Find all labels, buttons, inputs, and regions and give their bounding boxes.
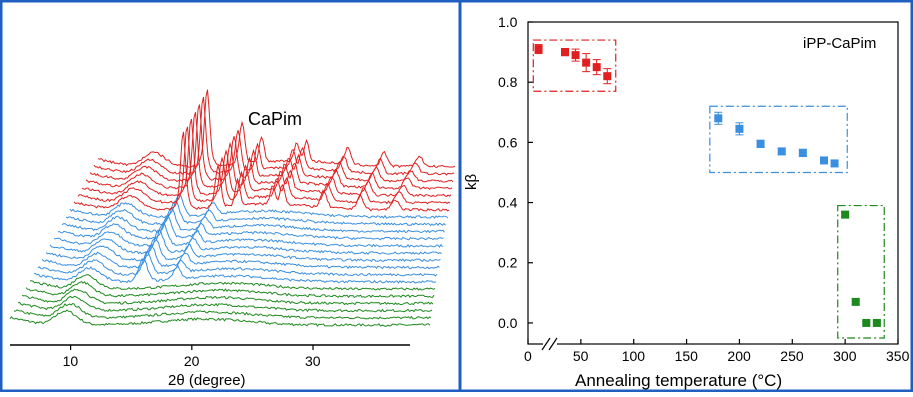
kbeta-plot-frame bbox=[527, 21, 899, 345]
xrd-pattern-line bbox=[77, 126, 451, 205]
xrd-pattern-line bbox=[85, 112, 453, 190]
kbeta-group-boxes bbox=[532, 39, 885, 339]
xrd-pattern-line bbox=[21, 288, 434, 306]
kbeta-x-tick-label: 0 bbox=[524, 348, 532, 364]
xrd-pattern-line bbox=[69, 194, 449, 219]
kbeta-group-box bbox=[837, 204, 885, 339]
kbeta-point bbox=[756, 139, 765, 148]
xrd-pattern-line bbox=[93, 96, 455, 176]
xrd-x-tick-label: 30 bbox=[305, 353, 321, 369]
kbeta-ticks: 0 50 100 150 200 250 300 350 0.0 0.2 0.4 0.6 0.8 1.0 bbox=[498, 14, 910, 364]
xrd-pattern-line bbox=[37, 251, 438, 277]
kbeta-x-tick-label: 150 bbox=[675, 348, 699, 364]
xrd-pattern-line bbox=[81, 118, 452, 198]
kbeta-x-tick-label: 100 bbox=[622, 348, 646, 364]
xrd-x-axis-label: 2θ (degree) bbox=[168, 372, 246, 389]
xrd-pattern-line bbox=[9, 309, 431, 327]
kbeta-y-tick-label: 0.4 bbox=[498, 195, 518, 211]
xrd-panel-title: CaPim bbox=[248, 109, 302, 129]
kbeta-x-tick-label: 250 bbox=[780, 348, 804, 364]
kbeta-point bbox=[534, 45, 543, 54]
kbeta-point bbox=[841, 210, 850, 219]
kbeta-point bbox=[571, 51, 580, 60]
kbeta-panel: 0 50 100 150 200 250 300 3500.00.20.40.60.81.0 … bbox=[463, 14, 910, 390]
xrd-pattern-line bbox=[65, 200, 446, 227]
kbeta-point bbox=[820, 156, 828, 165]
xrd-pattern-line bbox=[53, 223, 443, 248]
xrd-pattern-line bbox=[73, 131, 450, 212]
xrd-pattern-line bbox=[45, 237, 441, 263]
kbeta-point bbox=[561, 48, 569, 57]
xrd-series-group bbox=[9, 89, 456, 327]
kbeta-y-axis-label: kβ bbox=[463, 174, 480, 191]
xrd-pattern-line bbox=[25, 280, 435, 299]
xrd-pattern-line bbox=[17, 295, 433, 313]
kbeta-group-box bbox=[709, 105, 848, 174]
kbeta-point bbox=[582, 58, 591, 67]
xrd-pattern-line bbox=[57, 215, 444, 241]
kbeta-point bbox=[830, 159, 839, 168]
kbeta-point bbox=[603, 72, 612, 81]
kbeta-x-tick-label: 50 bbox=[573, 348, 589, 364]
kbeta-x-tick-label: 300 bbox=[833, 348, 857, 364]
kbeta-point bbox=[862, 318, 871, 327]
kbeta-y-tick-label: 0.8 bbox=[498, 74, 518, 90]
xrd-pattern-line bbox=[61, 207, 445, 234]
kbeta-y-tick-label: 1.0 bbox=[498, 14, 518, 30]
kbeta-point bbox=[851, 297, 860, 306]
xrd-pattern-line bbox=[13, 303, 432, 320]
xrd-panel: 10 20 30 CaPim 2θ (degree) bbox=[9, 89, 456, 389]
xrd-x-tick-label: 20 bbox=[184, 353, 200, 369]
xrd-x-ticks: 10 20 30 bbox=[63, 345, 321, 369]
kbeta-y-tick-label: 0.6 bbox=[498, 134, 518, 150]
kbeta-x-tick-label: 200 bbox=[727, 348, 751, 364]
kbeta-panel-title: iPP-CaPim bbox=[803, 35, 876, 52]
kbeta-y-tick-label: 0.0 bbox=[498, 315, 518, 331]
kbeta-x-axis-label: Annealing temperature (°C) bbox=[575, 371, 782, 390]
kbeta-points bbox=[534, 44, 881, 327]
kbeta-y-tick-label: 0.2 bbox=[498, 255, 518, 271]
xrd-pattern-line bbox=[89, 104, 454, 183]
xrd-pattern-line bbox=[29, 274, 436, 291]
kbeta-group-box bbox=[532, 39, 617, 92]
kbeta-point bbox=[592, 63, 601, 72]
xrd-pattern-line bbox=[41, 243, 440, 270]
kbeta-point bbox=[735, 124, 744, 133]
kbeta-point bbox=[798, 148, 807, 157]
xrd-pattern-line bbox=[33, 258, 437, 284]
kbeta-point bbox=[872, 318, 881, 327]
axis-break-icon bbox=[541, 337, 558, 351]
kbeta-x-tick-label: 350 bbox=[886, 348, 910, 364]
xrd-pattern-line bbox=[49, 228, 442, 255]
xrd-x-tick-label: 10 bbox=[63, 353, 79, 369]
kbeta-point bbox=[714, 114, 723, 123]
kbeta-point bbox=[777, 147, 786, 156]
xrd-pattern-line bbox=[97, 89, 456, 169]
